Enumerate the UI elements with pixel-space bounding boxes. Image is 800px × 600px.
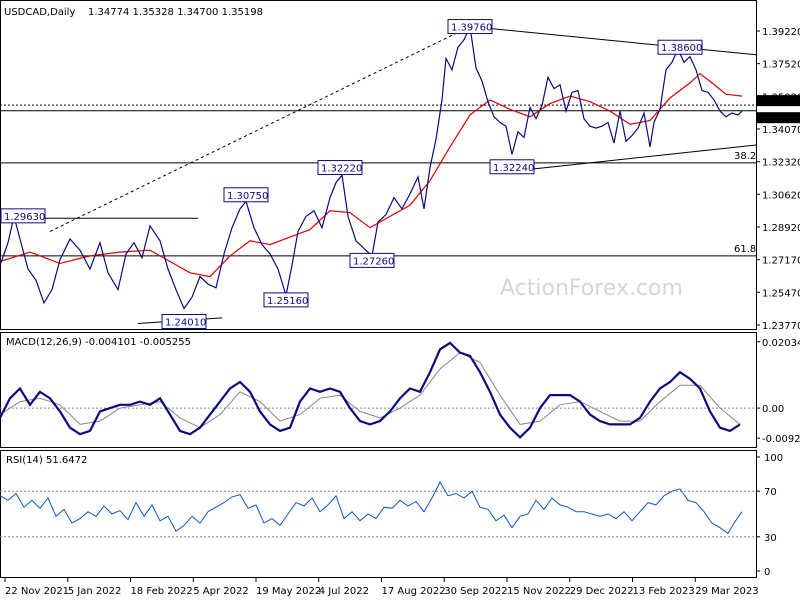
- x-tick-label: 5 Apr 2022: [193, 586, 248, 597]
- y-tick-label: 1.30620: [762, 190, 800, 201]
- x-tick-label: 22 Nov 2021: [5, 586, 69, 597]
- y-tick-label: 1.27170: [762, 256, 800, 267]
- y-tick-label: 100: [764, 453, 783, 464]
- price-annotation: 1.32240: [493, 163, 534, 174]
- level-price-tag: [756, 95, 800, 107]
- y-tick-label: 1.28920: [762, 223, 800, 234]
- price-annotation-box: [349, 252, 395, 268]
- price-panel: 1.392201.375201.358201.340701.323201.306…: [0, 19, 800, 332]
- price-annotation-box: [447, 19, 493, 35]
- x-tick-label: 4 Jul 2022: [319, 586, 369, 597]
- y-tick-label: 70: [764, 487, 777, 498]
- y-tick-label: 1.23770: [762, 321, 800, 332]
- y-tick-label: 0: [764, 567, 770, 578]
- price-annotation: 1.29630: [4, 212, 45, 223]
- level-price-label: 1.35520: [759, 96, 800, 107]
- price-annotation-box: [489, 159, 535, 175]
- price-annotation: 1.39760: [451, 23, 492, 34]
- y-tick-label: 1.25470: [762, 288, 800, 299]
- x-tick-label: 18 Feb 2022: [131, 586, 193, 597]
- price-annotation: 1.27260: [353, 256, 394, 267]
- rsi-line: [0, 481, 743, 535]
- rsi-title: RSI(14) 51.6472: [6, 455, 87, 466]
- macd-line: [0, 341, 741, 439]
- chart-ohlc: 1.34774 1.35328 1.34700 1.35198: [88, 7, 263, 18]
- price-line: [0, 24, 743, 310]
- y-tick-label: 1.39220: [762, 27, 800, 38]
- x-tick-label: 17 Aug 2022: [382, 586, 446, 597]
- current-price-label: 1.35198: [759, 113, 800, 124]
- macd-title: MACD(12,26,9) -0.004101 -0.005255: [6, 337, 191, 348]
- y-tick-label: 30: [764, 533, 777, 544]
- chart-symbol: USDCAD,Daily: [4, 7, 75, 18]
- rsi-panel-frame: [0, 450, 757, 578]
- trend-line: [511, 144, 757, 172]
- price-annotation-box: [317, 160, 363, 176]
- x-tick-label: 5 Jan 2022: [68, 586, 122, 597]
- y-tick-label: 1.32320: [762, 158, 800, 169]
- macd-panel-frame: [0, 332, 757, 448]
- y-tick-label: 1.37520: [762, 60, 800, 71]
- price-annotation-box: [161, 313, 207, 329]
- y-tick-label: -0.009215: [762, 434, 800, 445]
- price-annotation-box: [263, 292, 309, 308]
- price-annotation: 1.32220: [321, 164, 362, 175]
- ema-line: [0, 72, 743, 278]
- x-tick-label: 30 Sep 2022: [444, 586, 507, 597]
- macd-signal-line: [0, 352, 741, 429]
- price-annotation-box: [657, 39, 703, 55]
- x-tick-label: 13 Feb 2023: [633, 586, 695, 597]
- x-tick-label: 15 Nov 2022: [507, 586, 571, 597]
- price-annotation: 1.30750: [227, 191, 268, 202]
- y-tick-label: 0.00: [762, 404, 784, 415]
- price-annotation-box: [0, 208, 46, 224]
- fib-label: 61.8: [734, 244, 756, 255]
- watermark: ActionForex.com: [500, 276, 683, 301]
- price-panel-frame: [0, 0, 757, 330]
- current-price-tag: [756, 112, 800, 124]
- price-annotation: 1.38600: [661, 43, 702, 54]
- fib-label: 38.2: [734, 151, 756, 162]
- price-annotation: 1.24010: [165, 317, 206, 328]
- price-annotation-box: [223, 187, 269, 203]
- x-tick-label: 29 Mar 2023: [695, 586, 758, 597]
- rsi-panel: 100 70 30 0: [0, 453, 783, 578]
- macd-panel: 0.020349 0.00 -0.009215: [0, 338, 800, 445]
- x-tick-label: 29 Dec 2022: [570, 586, 634, 597]
- trend-line: [469, 26, 757, 56]
- y-tick-label: 0.020349: [762, 338, 800, 349]
- price-annotation: 1.25160: [267, 296, 308, 307]
- x-tick-label: 19 May 2022: [256, 586, 321, 597]
- y-tick-label: 1.34070: [762, 125, 800, 136]
